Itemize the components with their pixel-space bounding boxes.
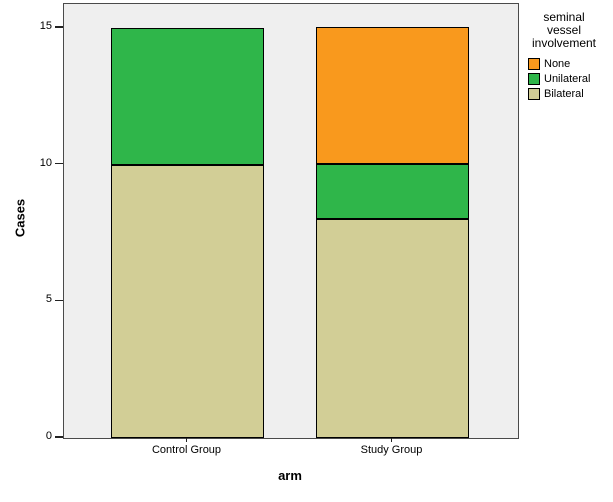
y-tick-label: 10 [39,156,52,169]
y-tick-mark [55,162,63,165]
legend-items: None Unilateral Bilateral [518,56,610,101]
bar-segment-unilateral [316,164,469,219]
legend-swatch-bilateral [528,87,540,100]
bar-segment-none [316,27,469,164]
legend-swatch-none [528,57,540,70]
x-axis-title: arm [278,468,302,483]
bar-segment-bilateral [316,219,469,438]
y-axis-title: Cases [12,198,28,238]
legend-label: Bilateral [544,87,584,100]
bar-segment-bilateral [111,165,264,438]
stacked-bar-study-group [316,27,469,438]
x-tick-mark [390,438,393,442]
stacked-bar-control-group [111,28,264,438]
y-tick-label: 5 [45,293,52,306]
x-category-label: Control Group [151,444,222,456]
plot-area [63,3,519,439]
legend-label: None [544,57,571,70]
x-tick-mark [185,438,188,442]
legend-title: seminal vessel involvement [531,10,597,50]
x-category-label: Study Group [360,444,423,456]
legend-swatch-unilateral [528,72,540,85]
legend-item-none: None [518,56,610,71]
legend-label: Unilateral [544,72,591,85]
y-tick-mark [55,299,63,302]
legend-item-unilateral: Unilateral [518,71,610,86]
y-tick-label: 15 [39,20,52,32]
y-tick-label: 0 [45,430,52,442]
y-tick-mark [55,26,63,28]
legend: seminal vessel involvement None Unilatera… [518,11,610,101]
legend-item-bilateral: Bilateral [518,86,610,101]
bar-segment-unilateral [111,28,264,165]
y-tick-mark [55,436,63,438]
